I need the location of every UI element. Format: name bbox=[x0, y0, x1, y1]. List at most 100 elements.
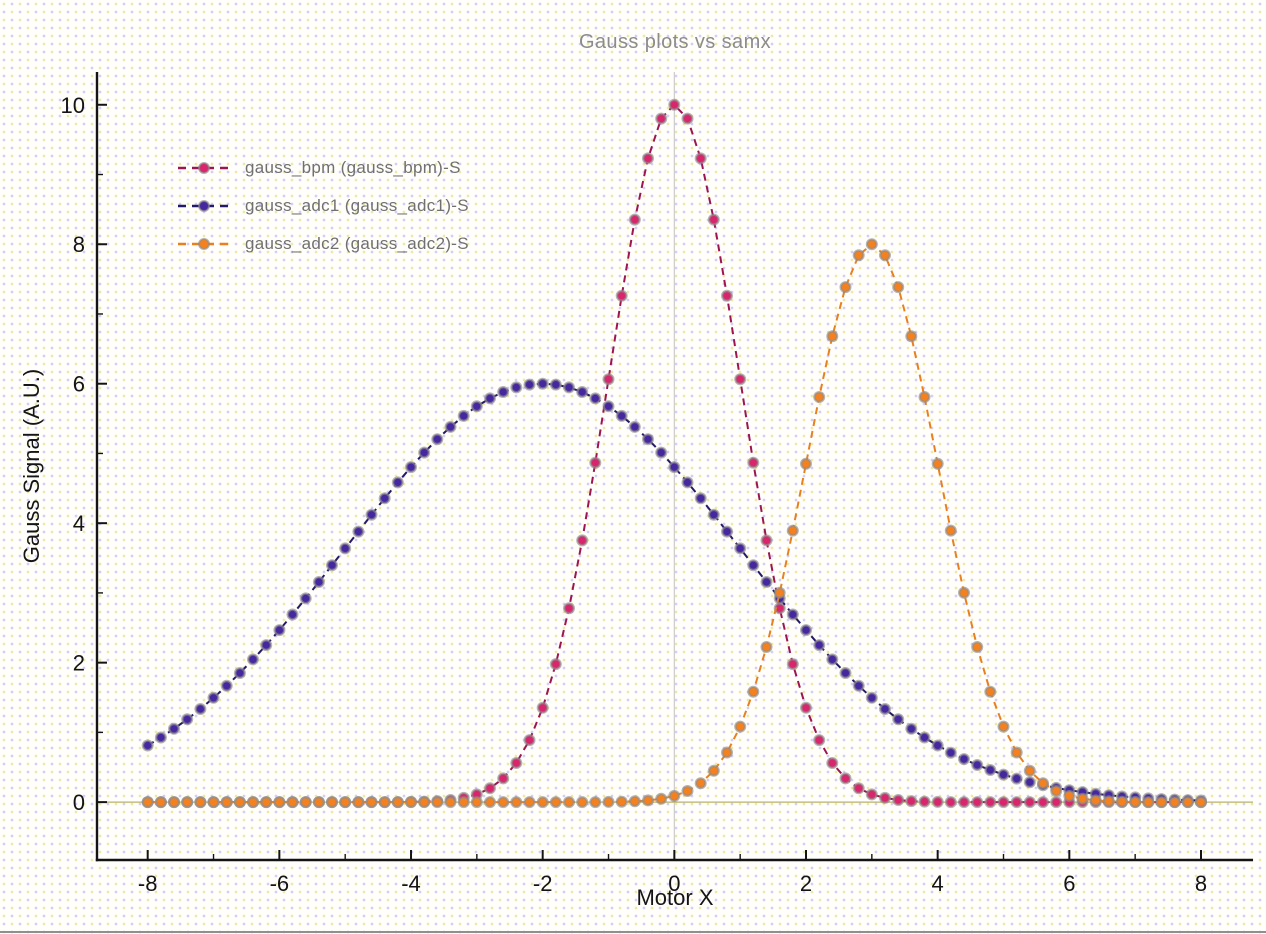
data-point bbox=[1050, 785, 1063, 798]
data-point bbox=[707, 213, 720, 226]
data-point bbox=[865, 238, 878, 251]
data-point bbox=[563, 381, 576, 394]
data-point bbox=[497, 386, 510, 399]
data-point bbox=[602, 400, 615, 413]
data-point bbox=[839, 667, 852, 680]
legend-label: gauss_adc2 (gauss_adc2)-S bbox=[245, 234, 469, 253]
data-point bbox=[246, 796, 259, 809]
data-point bbox=[220, 679, 233, 692]
data-point bbox=[1063, 789, 1076, 802]
data-point bbox=[879, 791, 892, 804]
data-point bbox=[549, 796, 562, 809]
window-bottom-border bbox=[0, 931, 1266, 933]
x-tick-label: -2 bbox=[533, 871, 553, 896]
data-point bbox=[707, 764, 720, 777]
data-point bbox=[1010, 796, 1023, 809]
data-point bbox=[457, 409, 470, 422]
legend-item-gauss_bpm: gauss_bpm (gauss_bpm)-S bbox=[178, 158, 469, 177]
data-point bbox=[352, 525, 365, 538]
data-point bbox=[944, 796, 957, 809]
data-point bbox=[286, 796, 299, 809]
data-point bbox=[1050, 796, 1063, 809]
data-point bbox=[444, 420, 457, 433]
data-point bbox=[418, 796, 431, 809]
data-point bbox=[549, 658, 562, 671]
data-point bbox=[510, 757, 523, 770]
data-point bbox=[839, 772, 852, 785]
data-point bbox=[576, 386, 589, 399]
data-point bbox=[944, 524, 957, 537]
data-point bbox=[984, 685, 997, 698]
legend-item-gauss_adc1: gauss_adc1 (gauss_adc1)-S bbox=[178, 196, 469, 215]
data-point bbox=[405, 461, 418, 474]
data-point bbox=[194, 703, 207, 716]
data-point bbox=[510, 381, 523, 394]
data-point bbox=[958, 796, 971, 809]
data-point bbox=[391, 796, 404, 809]
data-point bbox=[181, 713, 194, 726]
x-tick-label: -4 bbox=[401, 871, 421, 896]
data-point bbox=[484, 782, 497, 795]
data-point bbox=[642, 794, 655, 807]
data-point bbox=[602, 795, 615, 808]
data-point bbox=[852, 782, 865, 795]
data-point bbox=[721, 289, 734, 302]
data-point bbox=[655, 792, 668, 805]
data-point bbox=[510, 796, 523, 809]
y-tick-label: 6 bbox=[73, 372, 85, 397]
data-point bbox=[365, 796, 378, 809]
data-point bbox=[655, 112, 668, 125]
data-point bbox=[773, 586, 786, 599]
chart-title: Gauss plots vs samx bbox=[578, 31, 772, 53]
data-point bbox=[260, 796, 273, 809]
data-point bbox=[484, 392, 497, 405]
data-point bbox=[879, 249, 892, 262]
data-point bbox=[536, 796, 549, 809]
x-tick-label: 0 bbox=[668, 871, 680, 896]
data-point bbox=[523, 734, 536, 747]
data-point bbox=[760, 534, 773, 547]
data-point bbox=[378, 492, 391, 505]
legend-marker bbox=[198, 200, 210, 212]
data-point bbox=[826, 757, 839, 770]
x-tick-label: -6 bbox=[270, 871, 290, 896]
data-point bbox=[681, 112, 694, 125]
data-point bbox=[273, 624, 286, 637]
data-point bbox=[931, 457, 944, 470]
data-point bbox=[299, 796, 312, 809]
x-tick-label: 4 bbox=[932, 871, 944, 896]
data-point bbox=[628, 213, 641, 226]
data-point bbox=[1010, 746, 1023, 759]
data-point bbox=[1076, 792, 1089, 805]
data-point bbox=[326, 796, 339, 809]
data-point bbox=[167, 722, 180, 735]
data-point bbox=[299, 592, 312, 605]
data-point bbox=[918, 795, 931, 808]
data-point bbox=[549, 378, 562, 391]
data-point bbox=[655, 446, 668, 459]
data-point bbox=[470, 400, 483, 413]
data-point bbox=[747, 456, 760, 469]
y-tick-label: 0 bbox=[73, 790, 85, 815]
data-point bbox=[497, 796, 510, 809]
data-point bbox=[220, 796, 233, 809]
data-point bbox=[931, 795, 944, 808]
data-point bbox=[734, 373, 747, 386]
data-point bbox=[339, 796, 352, 809]
data-point bbox=[800, 701, 813, 714]
data-point bbox=[892, 281, 905, 294]
data-point bbox=[207, 691, 220, 704]
data-point bbox=[167, 796, 180, 809]
data-point bbox=[1036, 796, 1049, 809]
data-point bbox=[800, 457, 813, 470]
data-point bbox=[958, 586, 971, 599]
data-point bbox=[786, 658, 799, 671]
data-point bbox=[905, 795, 918, 808]
data-point bbox=[470, 796, 483, 809]
data-point bbox=[971, 796, 984, 809]
data-point bbox=[615, 409, 628, 422]
data-point bbox=[246, 653, 259, 666]
